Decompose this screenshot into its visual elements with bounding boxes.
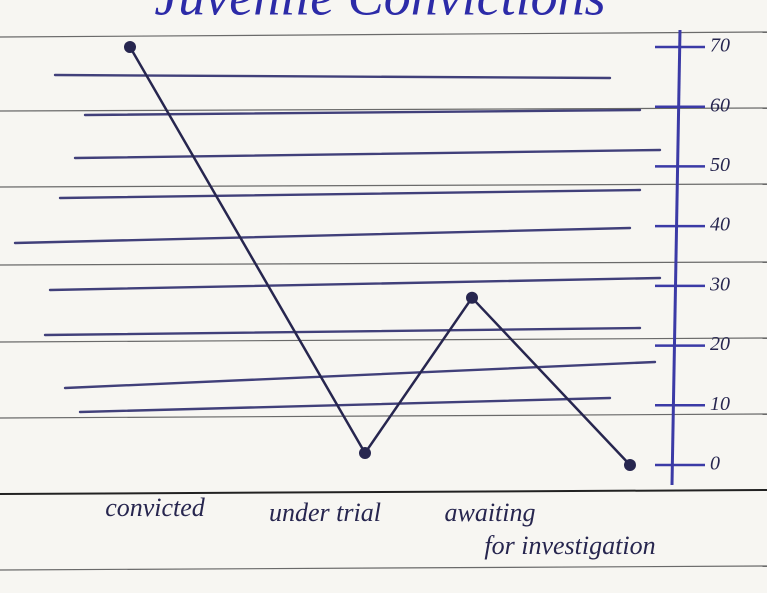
chart-title: Juvenile Convictions [154, 0, 605, 26]
y-tick-label: 70 [710, 35, 730, 57]
scribble-lines [13, 73, 662, 414]
y-tick-label: 60 [710, 94, 730, 116]
y-tick-label: 10 [710, 393, 730, 415]
y-tick-label: 0 [710, 453, 720, 475]
y-tick-label: 20 [710, 333, 730, 355]
data-point [124, 41, 136, 53]
y-tick-label: 30 [709, 273, 730, 295]
y-tick-label: 50 [710, 154, 730, 176]
data-point [359, 447, 371, 460]
data-point [466, 291, 478, 304]
x-tick-label: under trial [269, 498, 381, 527]
x-tick-label: for investigation [484, 531, 655, 560]
x-tick-label: awaiting [444, 498, 535, 527]
paper-rules [0, 31, 767, 571]
x-tick-label: convicted [105, 493, 206, 522]
data-point [624, 459, 636, 471]
y-axis [670, 29, 682, 486]
y-tick-label: 40 [710, 214, 730, 236]
data-line [128, 46, 631, 466]
